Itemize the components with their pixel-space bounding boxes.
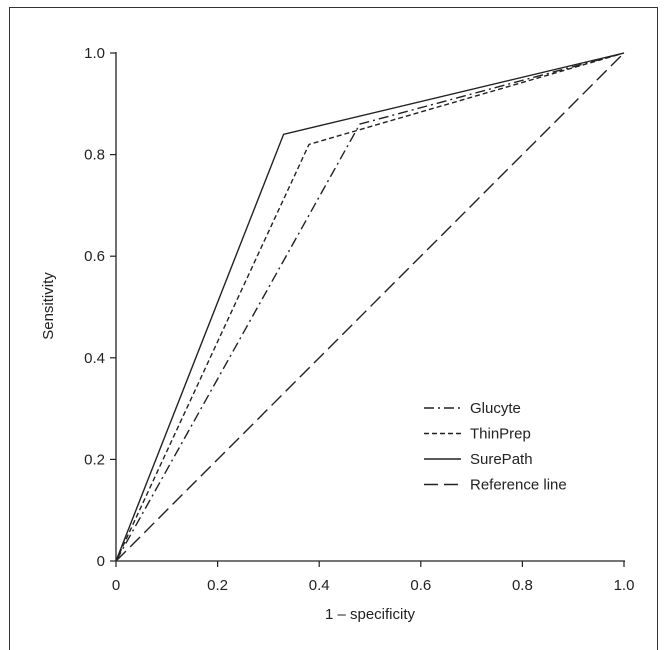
- x-tick-label: 0.4: [309, 577, 330, 594]
- figure-frame: [9, 7, 658, 650]
- series-line-thinprep: [115, 52, 625, 562]
- x-tick-label: 1.0: [614, 577, 635, 594]
- x-tick-label: 0.8: [512, 577, 533, 594]
- series-layer: [115, 52, 625, 562]
- x-axis-label: 1 – specificity: [325, 606, 416, 623]
- legend-label: SurePath: [470, 451, 533, 468]
- y-tick-label: 0.4: [84, 350, 105, 367]
- legend-label: Glucyte: [470, 400, 521, 417]
- legend-label: ThinPrep: [470, 426, 531, 443]
- axes: 0 0.2 0.4 0.6 0.8 1.0 0 0.2 0.4 0.6 0.8 1.0: [84, 45, 634, 594]
- x-tick-label: 0.6: [410, 577, 431, 594]
- y-tick-label: 0: [97, 553, 105, 570]
- series-line-glucyte: [115, 52, 625, 562]
- x-tick-label: 0.2: [207, 577, 228, 594]
- series-line-surepath: [115, 52, 625, 562]
- legend: Glucyte ThinPrep SurePath Reference line: [424, 400, 567, 494]
- y-tick-label: 0.6: [84, 248, 105, 265]
- x-tick-label: 0: [112, 577, 120, 594]
- y-tick-label: 0.2: [84, 451, 105, 468]
- y-axis-label: Sensitivity: [40, 272, 57, 340]
- y-tick-label: 0.8: [84, 147, 105, 164]
- legend-label: Reference line: [470, 477, 567, 494]
- y-tick-label: 1.0: [84, 45, 105, 62]
